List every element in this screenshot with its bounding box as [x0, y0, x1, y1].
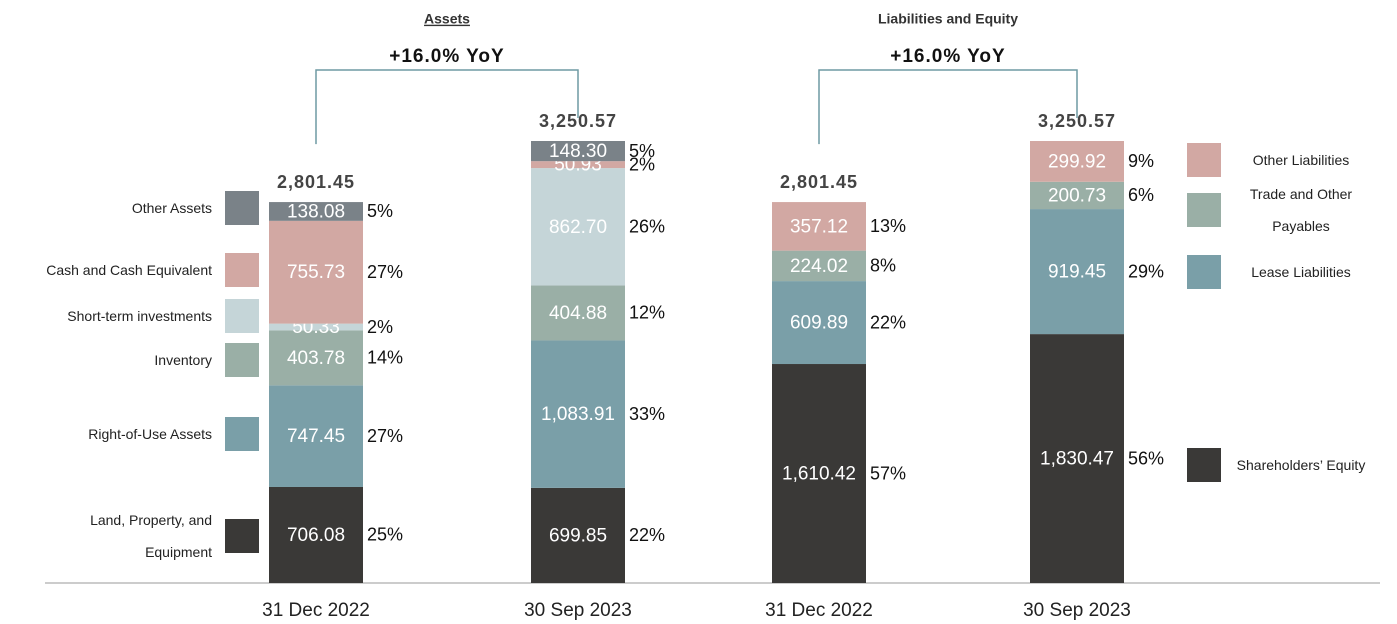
legend-label: Other Assets [131, 200, 212, 216]
bar-segment [1030, 334, 1124, 583]
share-label: 27% [367, 426, 403, 446]
bar-segment [269, 323, 363, 331]
bar-segment [269, 486, 363, 583]
bar-segment [269, 220, 363, 324]
bar-segment [269, 385, 363, 487]
legend-label: Lease Liabilities [1251, 264, 1351, 280]
legend-label: Inventory [154, 352, 212, 368]
share-label: 12% [629, 303, 665, 323]
total-label: 2,801.45 [277, 172, 355, 192]
legend-label: Right-of-Use Assets [88, 426, 212, 442]
share-label: 14% [367, 348, 403, 368]
share-label: 2% [629, 154, 655, 174]
chart-title: Liabilities and Equity [878, 11, 1018, 27]
share-label: 29% [1128, 261, 1164, 281]
value-label: 1,610.42 [782, 464, 856, 485]
bar-segment [269, 330, 363, 386]
value-label: 862.70 [549, 217, 607, 238]
chart-title: Assets [424, 11, 470, 27]
bar-segment [269, 202, 363, 221]
share-label: 57% [870, 463, 906, 483]
share-label: 5% [629, 141, 655, 161]
bar-segment [1030, 141, 1124, 182]
legend-swatch [1187, 255, 1221, 289]
x-tick-label: 31 Dec 2022 [262, 600, 370, 621]
value-label: 609.89 [790, 313, 848, 334]
value-label: 148.30 [549, 141, 607, 162]
share-label: 25% [367, 525, 403, 545]
bar-segment [1030, 181, 1124, 210]
yoy-annotation: +16.0% YoY [890, 46, 1005, 67]
bar-segment [772, 364, 866, 583]
value-label: 138.08 [287, 201, 345, 222]
legend-label: Trade and Other Payables [1249, 186, 1353, 234]
yoy-annotation: +16.0% YoY [389, 46, 504, 67]
bar-segment [772, 250, 866, 282]
legend-swatch [225, 253, 259, 287]
share-label: 8% [870, 256, 896, 276]
share-label: 56% [1128, 448, 1164, 468]
legend-label: Cash and Cash Equivalent [46, 262, 212, 278]
value-label: 403.78 [287, 348, 345, 369]
value-label: 1,830.47 [1040, 449, 1114, 470]
bar-segment [531, 285, 625, 341]
value-label: 200.73 [1048, 185, 1106, 206]
share-label: 22% [870, 312, 906, 332]
legend-swatch [1187, 143, 1221, 177]
yoy-bracket [315, 69, 579, 145]
legend-swatch [1187, 448, 1221, 482]
legend-swatch [225, 417, 259, 451]
share-label: 6% [1128, 185, 1154, 205]
value-label: 699.85 [549, 525, 607, 546]
bar-segment [531, 168, 625, 286]
share-label: 2% [367, 317, 393, 337]
value-label: 357.12 [790, 216, 848, 237]
bar-segment [531, 340, 625, 488]
legend-label: Other Liabilities [1252, 152, 1350, 168]
value-label: 755.73 [287, 262, 345, 283]
total-label: 3,250.57 [1038, 111, 1116, 131]
value-label: 224.02 [790, 256, 848, 277]
total-label: 2,801.45 [780, 172, 858, 192]
value-label: 747.45 [287, 426, 345, 447]
bar-segment [531, 487, 625, 583]
share-label: 13% [870, 216, 906, 236]
bar-segment [531, 141, 625, 162]
legend-swatch [225, 299, 259, 333]
share-label: 26% [629, 216, 665, 236]
legend-swatch [1187, 193, 1221, 227]
share-label: 27% [367, 262, 403, 282]
bar-segment [531, 161, 625, 169]
bar-segment [772, 202, 866, 251]
share-label: 22% [629, 525, 665, 545]
legend-swatch [225, 191, 259, 225]
bar-segment [772, 281, 866, 365]
x-tick-label: 30 Sep 2023 [524, 600, 632, 621]
value-label: 706.08 [287, 525, 345, 546]
legend-label: Land, Property, and Equipment [90, 512, 212, 560]
x-tick-label: 31 Dec 2022 [765, 600, 873, 621]
share-label: 9% [1128, 151, 1154, 171]
value-label: 299.92 [1048, 151, 1106, 172]
value-label: 1,083.91 [541, 404, 615, 425]
legend-label: Short-term investments [67, 308, 212, 324]
legend-swatch [225, 519, 259, 553]
value-label: 919.45 [1048, 262, 1106, 283]
share-label: 5% [367, 201, 393, 221]
bar-segment [1030, 209, 1124, 335]
x-tick-label: 30 Sep 2023 [1023, 600, 1131, 621]
value-label: 404.88 [549, 303, 607, 324]
total-label: 3,250.57 [539, 111, 617, 131]
legend-label: Shareholders’ Equity [1236, 457, 1366, 473]
legend-swatch [225, 343, 259, 377]
share-label: 33% [629, 404, 665, 424]
yoy-bracket [818, 69, 1078, 145]
